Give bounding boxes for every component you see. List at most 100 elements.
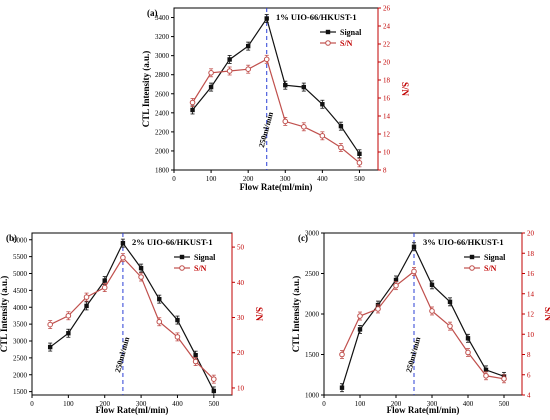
y-tick-label: 2000 (155, 147, 170, 155)
y-tick-label: 2600 (155, 90, 170, 98)
y2-tick-label: 12 (527, 311, 535, 319)
x-tick-label: 100 (63, 400, 74, 408)
legend-label: S/N (484, 264, 497, 273)
x-axis-label: Flow Rate(ml/min) (96, 405, 169, 415)
data-point (319, 133, 326, 139)
data-point (120, 254, 126, 261)
y2-tick-label: 10 (237, 384, 245, 392)
data-point (138, 265, 144, 271)
data-point (264, 16, 269, 21)
legend-label: Signal (484, 253, 506, 262)
y2-tick-label: 10 (383, 149, 391, 157)
panel-label: (c) (298, 233, 308, 243)
data-point (301, 124, 307, 130)
x-axis-label: Flow Rate(ml/min) (387, 405, 460, 415)
y-tick-label: 3000 (305, 230, 320, 238)
y-tick-label: 3200 (155, 33, 170, 41)
data-point (174, 334, 181, 340)
y-tick-label: 5500 (13, 253, 28, 261)
data-point (47, 321, 53, 328)
y-tick-label: 4500 (13, 287, 28, 295)
x-tick-label: 300 (280, 175, 291, 183)
data-point (226, 68, 233, 74)
data-point (393, 277, 399, 283)
legend-label: S/N (194, 264, 207, 273)
x-tick-label: 200 (391, 400, 402, 408)
x-tick-label: 400 (172, 400, 183, 408)
data-point (157, 296, 162, 302)
data-point (429, 282, 435, 288)
y2-tick-label: 18 (527, 250, 535, 258)
y2-axis-label: S/N (400, 82, 410, 97)
y-axis-label: CTL Intensity (a.u.) (141, 51, 151, 128)
data-point (393, 282, 399, 289)
x-tick-label: 400 (317, 175, 328, 183)
data-point (483, 372, 489, 379)
x-tick-label: 200 (99, 400, 110, 408)
series-line (341, 270, 505, 380)
y-tick-label: 4000 (13, 304, 28, 312)
chart-title: 1% UIO-66/HKUST-1 (276, 12, 357, 22)
data-point (320, 102, 325, 107)
legend-marker (469, 265, 475, 271)
data-point (65, 312, 72, 319)
data-point (66, 331, 71, 336)
data-point (338, 123, 344, 129)
data-point (411, 268, 417, 275)
chart-title: 3% UIO-66/HKUST-1 (423, 237, 504, 247)
data-point (84, 303, 89, 309)
x-tick-label: 0 (30, 400, 34, 408)
data-point (282, 118, 289, 125)
chart-title: 2% UIO-66/HKUST-1 (132, 237, 213, 247)
y2-tick-label: 50 (237, 244, 245, 252)
data-point (192, 358, 199, 365)
y2-tick-label: 20 (527, 230, 535, 238)
x-tick-label: 0 (322, 400, 326, 408)
y-tick-label: 5000 (13, 270, 28, 278)
y2-tick-label: 14 (383, 113, 391, 121)
data-point (357, 313, 363, 319)
data-point (208, 70, 214, 76)
data-point (102, 278, 107, 283)
y-tick-label: 2400 (155, 109, 170, 117)
y2-axis-label: S/N (254, 307, 264, 322)
x-tick-label: 100 (206, 175, 217, 183)
series-line (192, 58, 360, 164)
y-tick-label: 2000 (13, 371, 28, 379)
panel-label: (b) (6, 233, 17, 243)
legend-label: Signal (194, 253, 216, 262)
x-tick-label: 500 (209, 400, 220, 408)
y-axis-label: CTL Intensity (a.u.) (0, 276, 9, 353)
y-tick-label: 1800 (155, 167, 170, 175)
series-line (49, 241, 215, 392)
y2-tick-label: 16 (383, 95, 391, 103)
data-point (356, 160, 363, 166)
y-tick-label: 2000 (305, 311, 320, 319)
y2-tick-label: 26 (383, 5, 391, 13)
data-point (338, 144, 344, 151)
y2-tick-label: 40 (237, 279, 245, 287)
y2-tick-label: 30 (237, 314, 245, 322)
data-point (156, 318, 163, 325)
y2-tick-label: 12 (383, 131, 391, 139)
y2-tick-label: 8 (383, 167, 387, 175)
y2-tick-label: 6 (527, 371, 531, 379)
reference-line-label: 250ml/min (113, 335, 131, 373)
data-point (211, 388, 217, 394)
y2-tick-label: 20 (237, 349, 245, 357)
y2-tick-label: 20 (383, 59, 391, 67)
data-point (190, 107, 195, 113)
y2-tick-label: 16 (527, 270, 535, 278)
panel-label: (a) (147, 8, 158, 18)
data-point (447, 299, 453, 305)
y2-tick-label: 8 (527, 351, 531, 359)
y-tick-label: 3000 (13, 338, 28, 346)
reference-line-label: 250ml/min (257, 110, 275, 148)
y2-tick-label: 4 (527, 392, 531, 400)
data-point (483, 367, 489, 373)
y-tick-label: 3400 (155, 14, 170, 22)
legend-marker (325, 40, 331, 46)
data-point (339, 351, 345, 358)
y2-tick-label: 10 (527, 331, 535, 339)
data-point (208, 84, 214, 90)
